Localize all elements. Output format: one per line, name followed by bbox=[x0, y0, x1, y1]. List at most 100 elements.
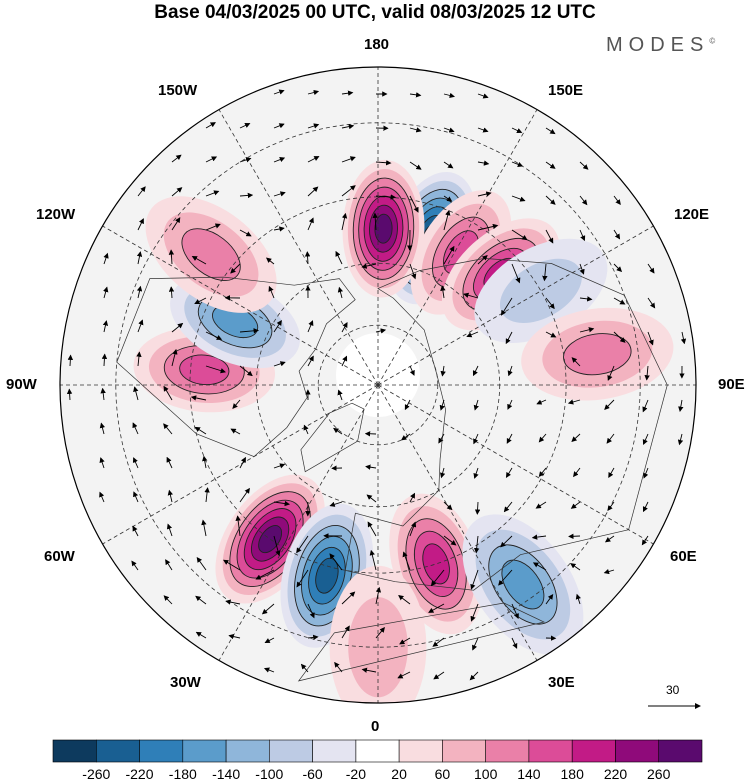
coastlines bbox=[116, 258, 668, 682]
wind-arrow bbox=[341, 185, 356, 197]
lon-label-150w: 150W bbox=[158, 82, 198, 99]
wind-arrow bbox=[235, 515, 241, 537]
wind-arrow bbox=[477, 93, 489, 99]
wind-arrow bbox=[341, 123, 355, 130]
wind-arrow bbox=[307, 603, 315, 619]
wind-arrow bbox=[613, 331, 626, 343]
wind-arrow bbox=[477, 160, 490, 166]
wind-arrow bbox=[99, 422, 106, 435]
wind-arrow bbox=[642, 399, 649, 413]
wind-arrow bbox=[191, 255, 207, 265]
wind-arrow bbox=[477, 254, 488, 265]
wind-arrow bbox=[300, 663, 309, 673]
colorbar-swatch bbox=[312, 739, 357, 763]
wind-arrow bbox=[137, 319, 144, 333]
wind-arrow bbox=[341, 625, 350, 639]
wind-arrow bbox=[133, 386, 139, 401]
wind-arrow bbox=[264, 637, 275, 644]
map-border bbox=[59, 66, 697, 704]
map-title: Base 04/03/2025 00 UTC, valid 08/03/2025… bbox=[154, 2, 596, 23]
wind-arrow bbox=[103, 252, 109, 265]
wind-arrow bbox=[375, 627, 385, 639]
wind-arrow bbox=[606, 433, 615, 444]
wind-arrow bbox=[505, 467, 513, 478]
wind-arrow bbox=[607, 365, 615, 381]
lon-label-30w: 30W bbox=[170, 674, 201, 691]
wind-arrow bbox=[366, 494, 377, 503]
colorbar-tick-label: -180 bbox=[168, 766, 197, 782]
anomaly-contour bbox=[179, 354, 230, 386]
wind-arrow bbox=[443, 92, 455, 99]
wind-arrow bbox=[409, 127, 422, 133]
wind-arrow bbox=[579, 327, 595, 333]
wind-arrow bbox=[205, 365, 226, 374]
wind-arrow bbox=[166, 456, 173, 469]
wind-arrow bbox=[613, 229, 621, 240]
wind-arrow bbox=[201, 519, 207, 537]
anomaly-contour bbox=[501, 559, 545, 610]
colorbar-swatch bbox=[571, 739, 616, 763]
wind-arrow bbox=[263, 667, 275, 673]
wind-arrow bbox=[333, 427, 343, 435]
wind-arrow bbox=[273, 89, 285, 95]
wind-arrow bbox=[335, 250, 343, 265]
wind-arrow bbox=[341, 591, 356, 605]
wind-arrow bbox=[341, 156, 356, 163]
wind-arrow bbox=[545, 161, 556, 169]
anomaly-contour bbox=[181, 228, 241, 281]
wind-arrow bbox=[545, 127, 556, 135]
wind-arrow bbox=[507, 399, 513, 410]
colorbar-swatch bbox=[52, 739, 97, 763]
wind-arrow bbox=[228, 633, 241, 640]
coastline-greenland bbox=[300, 402, 365, 473]
wind-arrow bbox=[511, 161, 524, 167]
wind-arrow bbox=[536, 399, 547, 405]
wind-arrow bbox=[402, 551, 411, 571]
colorbar-swatch bbox=[615, 739, 660, 763]
colorbar-tick-label: -220 bbox=[125, 766, 154, 782]
wind-arrow bbox=[239, 122, 251, 129]
colorbar-swatch bbox=[398, 739, 443, 763]
wind-arrow bbox=[307, 634, 319, 641]
wind-arrow bbox=[205, 190, 220, 197]
wind-arrow bbox=[239, 365, 253, 377]
colorbar-swatch bbox=[355, 739, 400, 763]
wind-arrow bbox=[570, 563, 581, 571]
lon-label-30e: 30E bbox=[548, 674, 575, 691]
colorbar-tick-label: -260 bbox=[82, 766, 111, 782]
wind-arrow bbox=[239, 328, 259, 334]
wind-arrow bbox=[438, 433, 445, 444]
wind-arrow bbox=[470, 569, 479, 590]
wind-arrow bbox=[472, 637, 479, 651]
wind-arrow bbox=[575, 593, 581, 605]
wind-arrow bbox=[474, 535, 480, 554]
wind-arrow bbox=[171, 348, 178, 367]
wind-arrow bbox=[102, 320, 109, 333]
wind-arrow bbox=[443, 535, 457, 546]
wind-arrow bbox=[166, 523, 173, 537]
wind-arrow bbox=[205, 156, 218, 163]
wind-arrow bbox=[647, 297, 656, 309]
wind-arrow bbox=[239, 487, 250, 503]
wind-arrow bbox=[273, 535, 281, 557]
wind-arrow bbox=[369, 549, 377, 571]
colorbar-tick-label: 100 bbox=[474, 766, 498, 782]
wind-arrow bbox=[570, 501, 581, 509]
wind-arrow bbox=[307, 355, 314, 367]
wind-arrow bbox=[307, 156, 320, 163]
wind-arrow bbox=[337, 286, 344, 299]
wind-arrow bbox=[498, 569, 513, 586]
wind-arrow bbox=[503, 501, 513, 513]
wind-arrow bbox=[409, 365, 415, 376]
wind-arrow bbox=[433, 671, 445, 680]
wind-arrow bbox=[273, 463, 286, 469]
wind-arrow bbox=[409, 492, 416, 503]
wind-arrow bbox=[261, 603, 275, 615]
wind-arrow bbox=[136, 251, 143, 265]
wind-arrow bbox=[545, 195, 556, 205]
coastline-africa bbox=[297, 602, 546, 682]
wind-arrow bbox=[205, 122, 216, 129]
wind-arrow bbox=[361, 263, 377, 269]
wind-arrow bbox=[603, 568, 615, 575]
wind-arrow bbox=[579, 263, 585, 275]
